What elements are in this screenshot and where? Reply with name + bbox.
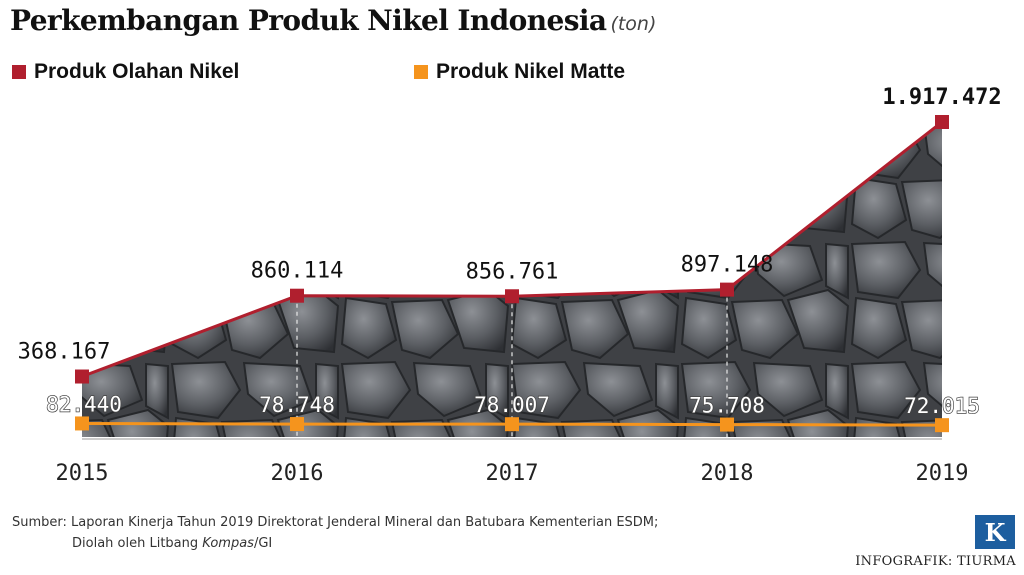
point-olahan-2019 [935, 115, 949, 129]
point-olahan-2015 [75, 369, 89, 384]
point-olahan-2016 [290, 288, 304, 303]
x-tick-label-2015: 2015 [56, 461, 109, 486]
title-text: Perkembangan Produk Nikel Indonesia [10, 4, 607, 37]
kompas-logo: K [975, 515, 1015, 549]
label-matte-2019: 72.015 [904, 394, 980, 418]
x-tick-label-2019: 2019 [916, 461, 969, 486]
legend-item-olahan: Produk Olahan Nikel [12, 60, 239, 84]
source-line-2-prefix: Diolah oleh Litbang [72, 536, 203, 551]
source-line-2: Diolah oleh Litbang Kompas/GI [12, 533, 658, 554]
chart-title: Perkembangan Produk Nikel Indonesia (ton) [10, 4, 656, 37]
point-olahan-2018 [720, 282, 734, 297]
label-olahan-2019: 1.917.472 [882, 85, 1001, 110]
x-tick-label-2016: 2016 [271, 461, 324, 486]
point-matte-2019 [935, 418, 949, 433]
legend-label-olahan: Produk Olahan Nikel [34, 60, 240, 83]
label-olahan-2016: 860.114 [251, 259, 344, 284]
title-unit: (ton) [610, 13, 657, 35]
point-matte-2016 [290, 417, 304, 432]
point-olahan-2017 [505, 289, 519, 304]
label-matte-2018: 75.708 [689, 394, 765, 418]
infographic-credit: INFOGRAFIK: TIURMA [855, 554, 1016, 569]
label-matte-2015: 82.440 [46, 392, 122, 416]
line-chart: 368.167 860.114 856.761 897.148 1.917.472 82.… [18, 85, 1002, 486]
area-olahan [82, 122, 942, 437]
point-matte-2015 [75, 416, 89, 431]
source-line-2-suffix: /GI [253, 536, 273, 551]
x-tick-label-2017: 2017 [486, 461, 539, 486]
legend-item-matte: Produk Nikel Matte [414, 60, 625, 84]
label-olahan-2017: 856.761 [466, 259, 559, 284]
source-line-1: Sumber: Laporan Kinerja Tahun 2019 Direk… [12, 515, 659, 530]
point-matte-2018 [720, 417, 734, 432]
source-line-2-italic: Kompas [202, 536, 254, 551]
point-matte-2017 [505, 417, 519, 432]
label-olahan-2018: 897.148 [681, 253, 774, 278]
legend-swatch-matte [414, 65, 428, 79]
label-matte-2016: 78.748 [259, 393, 335, 417]
source-note: Sumber: Laporan Kinerja Tahun 2019 Direk… [12, 512, 658, 554]
label-matte-2017: 78.007 [474, 393, 550, 417]
label-olahan-2015: 368.167 [18, 340, 111, 365]
legend-label-matte: Produk Nikel Matte [436, 60, 626, 83]
logo-letter: K [984, 517, 1006, 547]
x-tick-label-2018: 2018 [701, 461, 754, 486]
legend-swatch-olahan [12, 65, 26, 79]
